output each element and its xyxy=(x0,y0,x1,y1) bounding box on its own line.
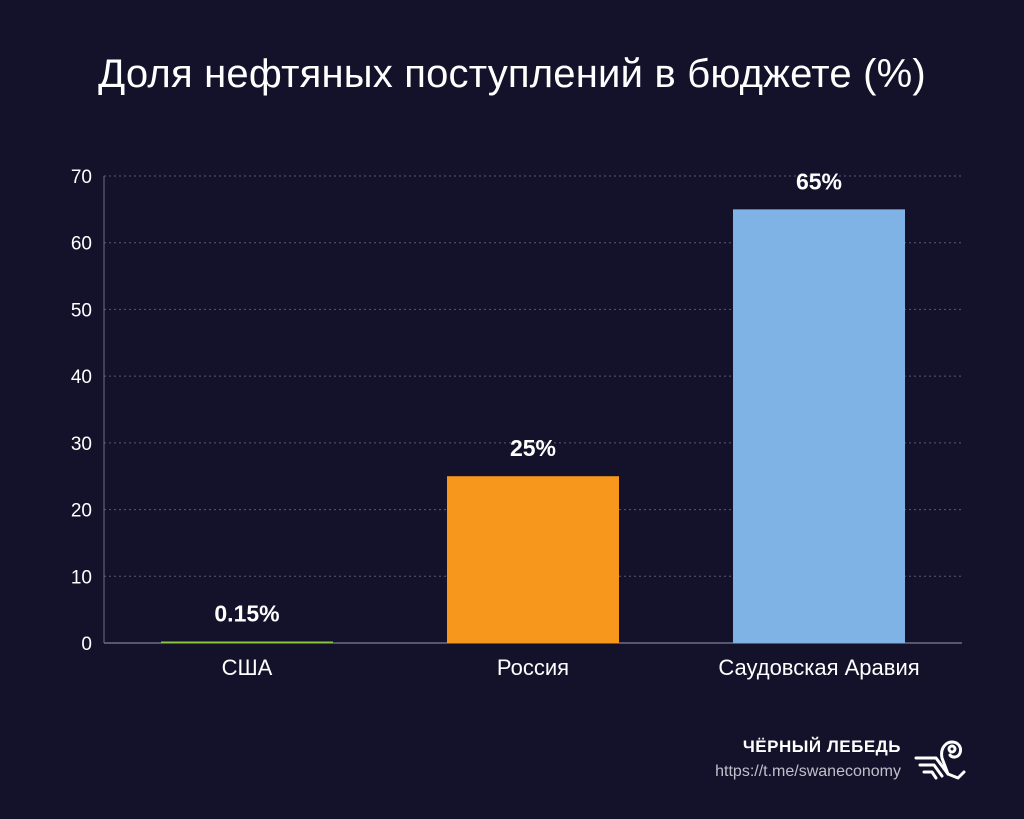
category-label: США xyxy=(222,655,273,680)
y-tick-label: 30 xyxy=(71,434,92,455)
brand-url[interactable]: https://t.me/swaneconomy xyxy=(715,763,901,780)
category-label: Саудовская Аравия xyxy=(718,655,919,680)
brand-name: ЧЁРНЫЙ ЛЕБЕДЬ xyxy=(742,737,901,756)
y-axis-ticks: 0 10 20 30 40 50 60 70 xyxy=(71,167,92,655)
y-tick-label: 50 xyxy=(71,300,92,321)
category-labels: США Россия Саудовская Аравия xyxy=(222,655,920,680)
y-tick-label: 20 xyxy=(71,501,92,522)
bar-chart: 0 10 20 30 40 50 60 70 0.15% 25% 65% США Россия Сау… xyxy=(71,167,962,680)
bars xyxy=(161,209,905,643)
chart-title: Доля нефтяных поступлений в бюджете (%) xyxy=(98,52,926,96)
bar xyxy=(447,476,619,643)
y-tick-label: 60 xyxy=(71,234,92,255)
bar xyxy=(161,641,333,643)
bar xyxy=(733,209,905,643)
y-tick-label: 10 xyxy=(71,567,92,588)
category-label: Россия xyxy=(497,655,569,680)
y-tick-label: 40 xyxy=(71,367,92,388)
brand-block: ЧЁРНЫЙ ЛЕБЕДЬ https://t.me/swaneconomy xyxy=(715,737,901,781)
data-labels: 0.15% 25% 65% xyxy=(214,168,842,626)
y-tick-label: 0 xyxy=(81,634,92,655)
data-label: 25% xyxy=(510,435,556,461)
data-label: 65% xyxy=(796,168,842,194)
y-tick-label: 70 xyxy=(71,167,92,188)
data-label: 0.15% xyxy=(214,601,279,627)
swan-logo-icon xyxy=(914,740,966,780)
